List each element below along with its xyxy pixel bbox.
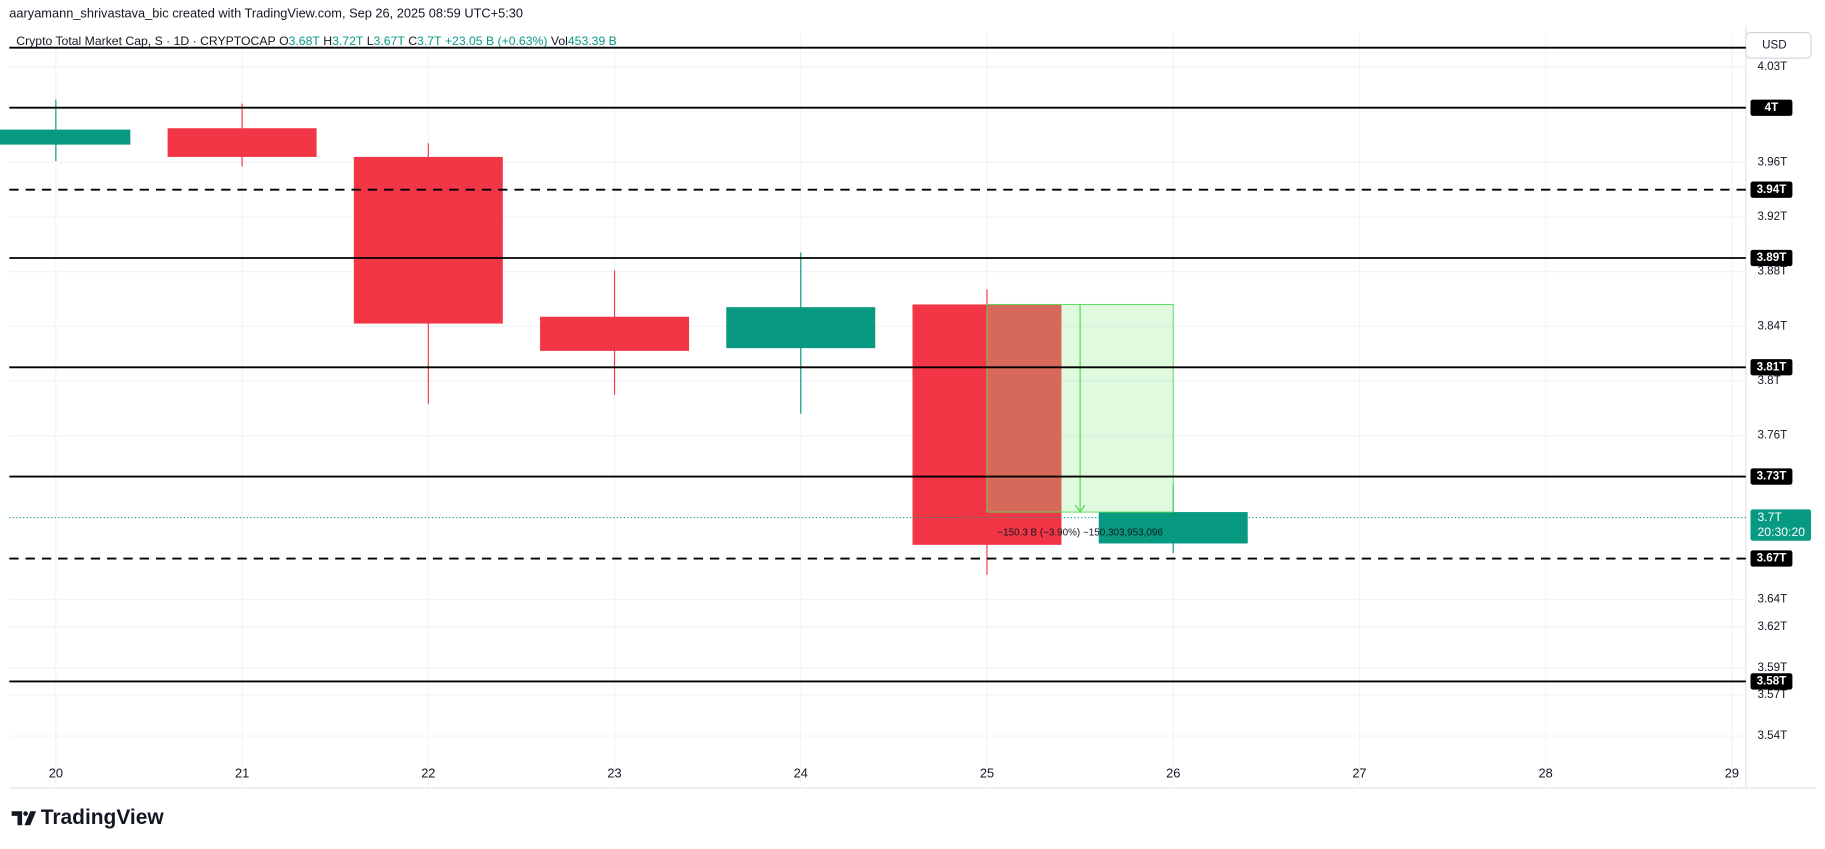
x-tick-label: 23 — [607, 765, 621, 780]
ohlc-value: 3.7T — [417, 34, 442, 48]
y-tick-label: 3.8T — [1757, 374, 1780, 387]
ohlc-value: 3.67T — [374, 34, 406, 48]
x-tick-label: 29 — [1725, 765, 1739, 780]
level-label: 3.94T — [1757, 183, 1787, 196]
x-tick-label: 25 — [980, 765, 994, 780]
y-tick-label: 3.96T — [1757, 155, 1787, 168]
candle-body — [167, 128, 317, 157]
brand: TradingView — [41, 806, 165, 829]
level-label: 3.58T — [1757, 675, 1787, 688]
candle-body — [726, 307, 876, 349]
measure-label: −150.3 B (−3.90%) −150,303,953,096 — [997, 528, 1163, 539]
candle-body — [540, 316, 690, 351]
ohlc-key: L — [367, 34, 374, 48]
level-tag — [1750, 99, 1793, 116]
y-tick-label: 3.92T — [1757, 210, 1787, 223]
price-tag — [1750, 509, 1812, 541]
x-tick-label: 20 — [49, 765, 63, 780]
candle-body — [353, 156, 503, 324]
watermark: aaryamann_shrivastava_bic created with T… — [9, 5, 523, 20]
y-tick-label: 3.88T — [1757, 265, 1787, 278]
ohlc-value: 3.68T — [289, 34, 321, 48]
y-tick-label: 3.62T — [1757, 620, 1787, 633]
x-tick-label: 28 — [1539, 765, 1553, 780]
y-tick-label: 3.84T — [1757, 319, 1787, 332]
level-tag — [1750, 249, 1793, 267]
ohlc-value: 3.72T — [332, 34, 364, 48]
level-label: 3.67T — [1757, 552, 1787, 565]
y-tick-label: 3.76T — [1757, 429, 1787, 442]
symbol: Crypto Total Market Cap, S · 1D · CRYPTO… — [16, 34, 275, 48]
volume-key: Vol — [551, 34, 568, 48]
price-label: 3.7T — [1757, 510, 1782, 524]
x-tick-label: 27 — [1352, 765, 1366, 780]
legend: Crypto Total Market Cap, S · 1D · CRYPTO… — [16, 34, 617, 48]
change: +23.05 B (+0.63%) — [445, 34, 548, 48]
level-tag — [1750, 673, 1793, 690]
y-tick-label: 3.57T — [1757, 688, 1787, 701]
y-tick-label: 3.64T — [1757, 593, 1787, 606]
ohlc-key: C — [408, 34, 417, 48]
y-tick-label: 3.59T — [1757, 661, 1787, 674]
level-label: 4T — [1765, 101, 1779, 114]
x-tick-label: 24 — [794, 765, 808, 780]
logo: TradingView — [11, 806, 165, 829]
measure-arrow-head — [1074, 504, 1086, 514]
currency[interactable]: USD — [1762, 38, 1787, 51]
volume-value: 453.39 B — [568, 34, 617, 48]
level-tag — [1750, 550, 1793, 567]
grid — [9, 32, 1746, 788]
x-tick-label: 21 — [235, 765, 249, 780]
level-tag — [1750, 181, 1793, 198]
level-label: 3.73T — [1757, 470, 1787, 483]
level-tag — [1750, 468, 1793, 485]
level-tag — [1750, 359, 1793, 376]
x-tick-label: 26 — [1166, 765, 1180, 780]
level-label: 3.89T — [1757, 251, 1787, 264]
candle-body — [0, 129, 131, 145]
y-tick-label: 3.54T — [1757, 729, 1787, 742]
level-label: 3.81T — [1757, 360, 1787, 373]
ohlc-key: H — [323, 34, 332, 48]
y-tick-label: 4.03T — [1757, 60, 1787, 73]
ohlc-key: O — [279, 34, 289, 48]
countdown: 20:30:20 — [1757, 525, 1805, 539]
x-tick-label: 22 — [421, 765, 435, 780]
